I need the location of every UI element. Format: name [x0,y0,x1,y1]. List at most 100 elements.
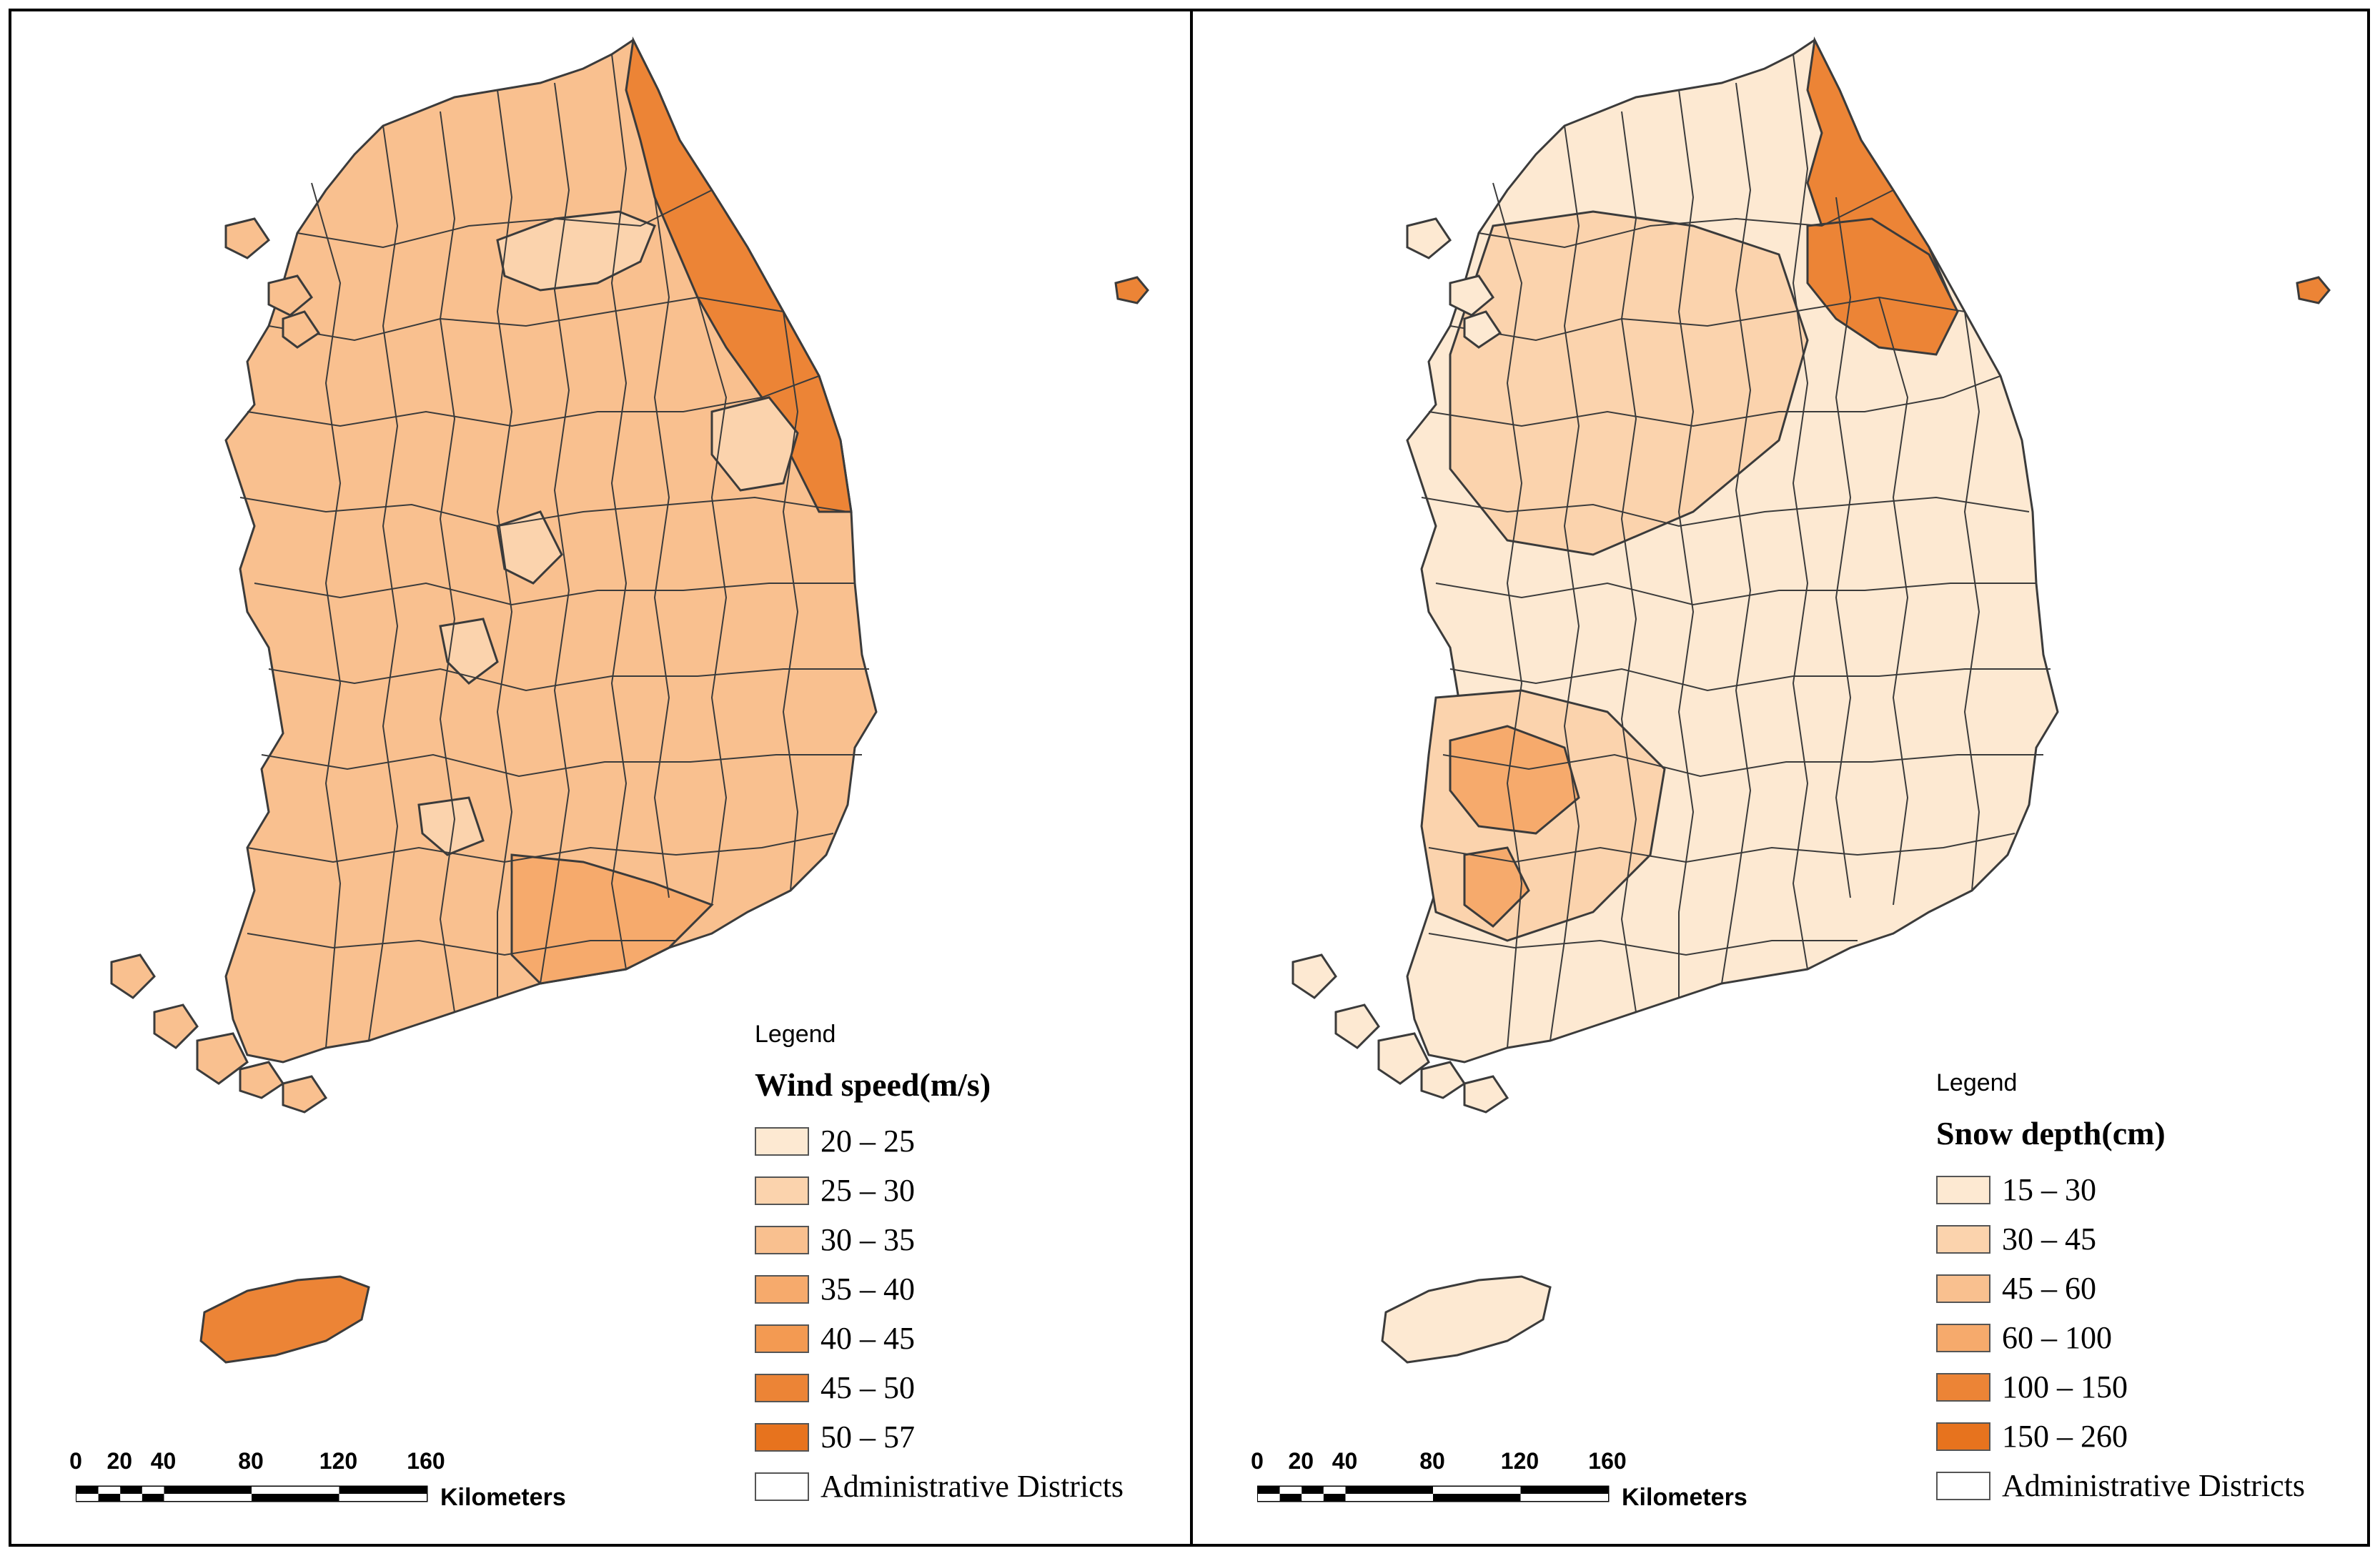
scale-bar-segment [1345,1487,1433,1494]
scale-tick-label: 160 [407,1448,445,1474]
scale-bar-right: 0 20 40 80 120 160 Kilometers [1250,1448,1765,1527]
scale-tick-label: 160 [1588,1448,1627,1474]
jeju-island [1381,1275,1552,1364]
sw-island-4 [239,1061,285,1099]
southwest-heavy-snow-zone [1449,725,1580,835]
legend-swatch [1936,1175,1990,1204]
legend-swatch [1936,1422,1990,1451]
legend-label: Legend [1936,1069,2018,1096]
scale-bar-segment [1520,1494,1608,1501]
legend-class-row: 45 – 50 [755,1363,1124,1412]
legend-class-label: 35 – 40 [820,1272,915,1307]
admin-label: Administrative Districts [820,1469,1124,1504]
scale-bar-segment [1345,1494,1433,1501]
district-boundaries [1421,54,2051,1049]
legend-admin-row: Administrative Districts [755,1462,1124,1511]
legend-swatch [755,1225,809,1254]
scale-bar-segment [1520,1487,1608,1494]
legend-class-row: 20 – 25 [755,1116,1124,1166]
district-boundaries [239,54,869,1049]
panel-divider [1190,9,1193,1547]
scale-tick-label: 120 [319,1448,358,1474]
scale-bar-segment [1279,1494,1302,1501]
scale-tick-label: 40 [1332,1448,1358,1474]
scale-bar-segment [98,1494,121,1501]
legend-class-row: 100 – 150 [1936,1362,2305,1412]
scale-bar-segment [339,1494,427,1501]
southwest-heavy-snow-zone-2 [1463,846,1530,928]
legend-swatch [755,1373,809,1402]
legend-class-list: 15 – 30 30 – 45 45 – 60 60 – 100 100 – 150 15… [1936,1165,2305,1461]
islands [110,217,328,1114]
wind-speed-map [110,36,1149,1364]
nw-island-1 [1406,217,1452,259]
scale-tick-label: 20 [1288,1448,1314,1474]
legend-title: Wind speed(m/s) [755,1066,991,1103]
islands [1291,217,1509,1114]
legend-admin-row: Administrative Districts [1936,1461,2305,1510]
legend-swatch [755,1126,809,1156]
scale-bar-segment [339,1487,427,1494]
legend-class-label: 30 – 45 [2002,1221,2096,1257]
scale-unit: Kilometers [440,1484,566,1511]
scale-bar-segment [164,1487,252,1494]
snow-depth-map [1291,36,2331,1364]
legend-class-row: 30 – 45 [1936,1214,2305,1264]
legend-class-row: 50 – 57 [755,1412,1124,1462]
legend-class-label: 15 – 30 [2002,1172,2096,1207]
inland-low-zone-1 [496,210,656,292]
admin-label: Administrative Districts [2002,1468,2306,1503]
legend-class-label: 45 – 50 [820,1370,915,1405]
inland-low-zone-5 [417,796,485,856]
legend-class-label: 60 – 100 [2002,1320,2112,1355]
legend-class-label: 50 – 57 [820,1419,915,1455]
korea-mainland [1406,36,2059,1064]
legend-swatch [1936,1224,1990,1254]
legend-class-row: 45 – 60 [1936,1264,2305,1313]
scale-unit: Kilometers [1622,1484,1747,1511]
sw-island-5 [282,1075,328,1114]
sw-island-4 [1420,1061,1467,1099]
legend-class-list: 20 – 25 25 – 30 30 – 35 35 – 40 40 – 45 45 – … [755,1116,1124,1462]
legend-class-row: 150 – 260 [1936,1412,2305,1461]
inland-low-zone-4 [439,618,499,685]
scale-bar-segment [1323,1487,1346,1494]
legend-class-row: 35 – 40 [755,1264,1124,1314]
scale-bar-segment [1279,1487,1302,1494]
legend-class-label: 45 – 60 [2002,1271,2096,1306]
inland-low-zone-3 [496,510,563,585]
admin-swatch [1936,1471,1990,1500]
scale-tick-label: 0 [1251,1448,1264,1474]
scale-bar-segment [1258,1487,1280,1494]
legend-class-label: 40 – 45 [820,1321,915,1356]
sw-island-1 [110,953,156,999]
wind-speed-map-panel: Legend Wind speed(m/s) 20 – 25 25 – 30 30 … [11,11,1190,1544]
inland-low-zone-2 [710,396,799,492]
scale-bar-graphic [1257,1485,1610,1502]
legend-class-row: 30 – 35 [755,1215,1124,1264]
scale-tick-label: 80 [1419,1448,1445,1474]
legend-title: Snow depth(cm) [1936,1115,2166,1151]
korea-mainland [224,36,878,1064]
admin-swatch [755,1472,809,1501]
ulleung-island [2296,276,2331,304]
northeast-heavy-snow-zone [1806,217,1959,356]
scale-bar-segment [1433,1494,1521,1501]
sw-island-2 [1334,1004,1380,1049]
snow-depth-legend: Legend Snow depth(cm) 15 – 30 30 – 45 45 –… [1936,1069,2305,1510]
snow-depth-map-panel: Legend Snow depth(cm) 15 – 30 30 – 45 45 –… [1193,11,2367,1544]
sw-island-3 [196,1032,249,1085]
scale-bar-segment [1433,1487,1521,1494]
sw-island-2 [153,1004,199,1049]
scale-bar-segment [120,1487,142,1494]
scale-bar-segment [1301,1494,1324,1501]
scale-bar-segment [1323,1494,1346,1501]
sw-island-5 [1463,1075,1509,1114]
scale-bar-segment [1301,1487,1324,1494]
sw-island-1 [1291,953,1337,999]
nw-island-2 [1449,274,1494,317]
nw-island-1 [224,217,270,259]
legend-class-label: 150 – 260 [2002,1419,2128,1454]
legend-class-label: 25 – 30 [820,1173,915,1208]
scale-bar-segment [98,1487,121,1494]
